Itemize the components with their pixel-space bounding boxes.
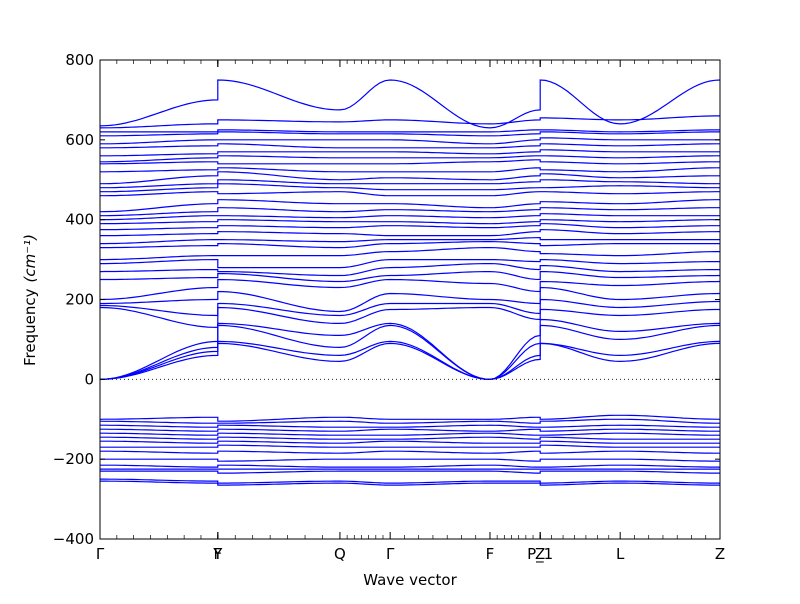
band-line-17	[99, 213, 720, 221]
band-line-18	[100, 207, 720, 217]
y-tick-label: 0	[84, 370, 94, 388]
band-line-12	[100, 241, 720, 249]
band-line-3	[99, 318, 721, 380]
band-line-16	[99, 219, 720, 225]
y-tick-label: −200	[53, 450, 94, 468]
band-line-20	[100, 191, 720, 197]
y-tick-label: 800	[65, 51, 94, 69]
band-line-6	[100, 286, 721, 313]
band-line-25	[100, 159, 720, 165]
band-line-23	[100, 171, 720, 185]
x-tick-label: Z	[535, 545, 545, 563]
band-line-15	[100, 223, 720, 231]
band-line-38	[100, 432, 720, 436]
band-line-0	[99, 342, 721, 380]
x-tick-label: Γ	[96, 545, 105, 563]
band-line-7	[99, 278, 721, 301]
band-line-26	[100, 155, 720, 163]
band-line-14	[100, 228, 721, 237]
band-line-28	[100, 143, 720, 149]
band-line-34	[99, 414, 721, 422]
band-line-21	[100, 183, 720, 193]
y-axis-label-unit: (cm⁻¹)	[21, 234, 39, 283]
y-axis-label-text: Frequency	[21, 288, 39, 366]
x-tick-label: L	[616, 545, 625, 563]
band-line-10	[100, 259, 720, 269]
band-line-24	[100, 167, 720, 173]
band-line-22	[100, 179, 720, 189]
band-line-44	[100, 464, 720, 468]
band-line-13	[100, 236, 720, 245]
band-line-36	[100, 424, 720, 428]
band-line-11	[100, 247, 720, 261]
band-line-9	[99, 263, 720, 277]
band-line-27	[100, 149, 720, 157]
x-tick-label: Y	[212, 545, 223, 563]
band-line-19	[99, 199, 720, 213]
band-line-2	[99, 324, 721, 380]
band-line-5	[100, 298, 720, 317]
y-tick-label: −400	[53, 530, 94, 548]
band-line-1	[99, 340, 721, 380]
y-tick-label: 400	[65, 211, 94, 229]
band-line-39	[100, 436, 720, 440]
band-line-8	[100, 271, 721, 283]
band-line-4	[99, 306, 720, 329]
band-line-32	[99, 115, 720, 129]
x-tick-label: Z	[715, 545, 725, 563]
band-line-35	[99, 418, 720, 424]
band-line-43	[100, 458, 721, 462]
band-line-46	[100, 470, 720, 474]
band-line-47	[100, 478, 720, 484]
band-line-30	[100, 131, 720, 137]
series-layer	[99, 79, 721, 486]
band-line-37	[100, 428, 720, 432]
y-axis-label: Frequency (cm⁻¹)	[21, 234, 39, 366]
y-tick-label: 600	[65, 131, 94, 149]
x-tick-label: P_1	[527, 545, 553, 564]
x-tick-label: F	[213, 545, 222, 563]
x-tick-label: F	[486, 545, 495, 563]
x-ticks: Γ YF Q Γ F P_1Z L Z	[96, 60, 725, 564]
band-line-48	[100, 480, 720, 486]
x-tick-label: Q	[334, 545, 346, 563]
x-tick-label: Γ	[386, 545, 395, 563]
x-axis-label: Wave vector	[363, 571, 457, 589]
y-ticks: −400 −200 0 200 400 600 800	[53, 51, 720, 548]
band-line-41	[100, 444, 720, 448]
band-line-31	[100, 129, 720, 133]
band-line-40	[100, 440, 720, 444]
y-tick-label: 200	[65, 291, 94, 309]
band-line-42	[100, 450, 720, 454]
band-line-33	[99, 79, 721, 129]
band-line-29	[100, 137, 720, 145]
